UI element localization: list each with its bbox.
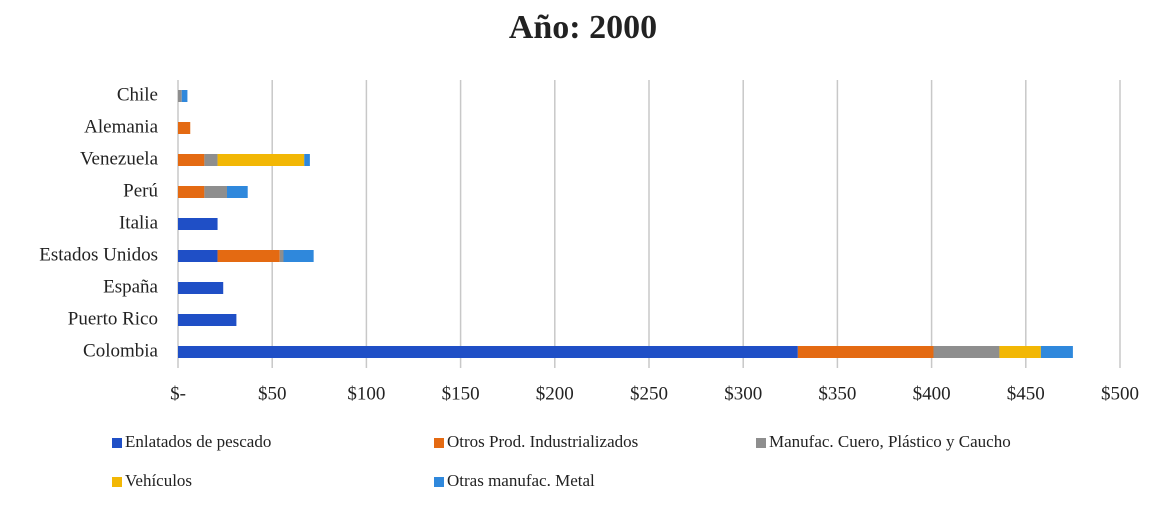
x-tick-label: $500 (1101, 383, 1139, 404)
x-tick-label: $150 (442, 383, 480, 404)
legend-label: Otras manufac. Metal (447, 471, 595, 490)
x-tick-label: $450 (1007, 383, 1045, 404)
bar-segment (178, 90, 182, 102)
x-tick-label: $100 (347, 383, 385, 404)
bar-segment (204, 186, 227, 198)
bar-segment (1040, 346, 1073, 358)
legend-swatch (434, 477, 444, 487)
x-tick-label: $400 (913, 383, 951, 404)
bar-segment (999, 346, 1041, 358)
legend-swatch (756, 438, 766, 448)
bar-segment (304, 154, 310, 166)
legend-swatch (112, 477, 122, 487)
y-tick-label: Perú (123, 180, 158, 201)
x-tick-label: $250 (630, 383, 668, 404)
bar-segment (933, 346, 1000, 358)
bar-segment (797, 346, 934, 358)
y-tick-label: Alemania (84, 116, 158, 137)
legend-label: Enlatados de pescado (125, 432, 271, 451)
y-tick-label: Estados Unidos (39, 244, 158, 265)
y-tick-label: Chile (117, 84, 158, 105)
y-tick-label: España (103, 276, 158, 297)
y-tick-label: Colombia (83, 340, 159, 361)
x-tick-label: $- (170, 383, 186, 404)
x-tick-label: $50 (258, 383, 287, 404)
bar-segment (178, 218, 218, 230)
bar-segment (283, 250, 314, 262)
bar-segment (204, 154, 218, 166)
chart-title: Año: 2000 (509, 9, 657, 46)
bar-segment (217, 250, 280, 262)
bar-segment (178, 314, 237, 326)
x-tick-label: $300 (724, 383, 762, 404)
legend-label: Manufac. Cuero, Plástico y Caucho (769, 432, 1011, 451)
bar-segment (178, 282, 224, 294)
legend-label: Otros Prod. Industrializados (447, 432, 638, 451)
bar-segment (178, 186, 205, 198)
y-tick-label: Venezuela (80, 148, 159, 169)
bar-segment (178, 250, 218, 262)
bar-segment (181, 90, 188, 102)
bar-segment (226, 186, 248, 198)
bar-segment (217, 154, 305, 166)
x-tick-label: $350 (818, 383, 856, 404)
y-tick-label: Puerto Rico (68, 308, 158, 329)
legend-label: Vehículos (125, 471, 192, 490)
y-tick-label: Italia (119, 212, 159, 233)
bar-segment (178, 122, 191, 134)
legend-swatch (434, 438, 444, 448)
legend-swatch (112, 438, 122, 448)
bar-segment (178, 346, 798, 358)
bar-segment (178, 154, 205, 166)
x-tick-label: $200 (536, 383, 574, 404)
bar-segment (279, 250, 284, 262)
